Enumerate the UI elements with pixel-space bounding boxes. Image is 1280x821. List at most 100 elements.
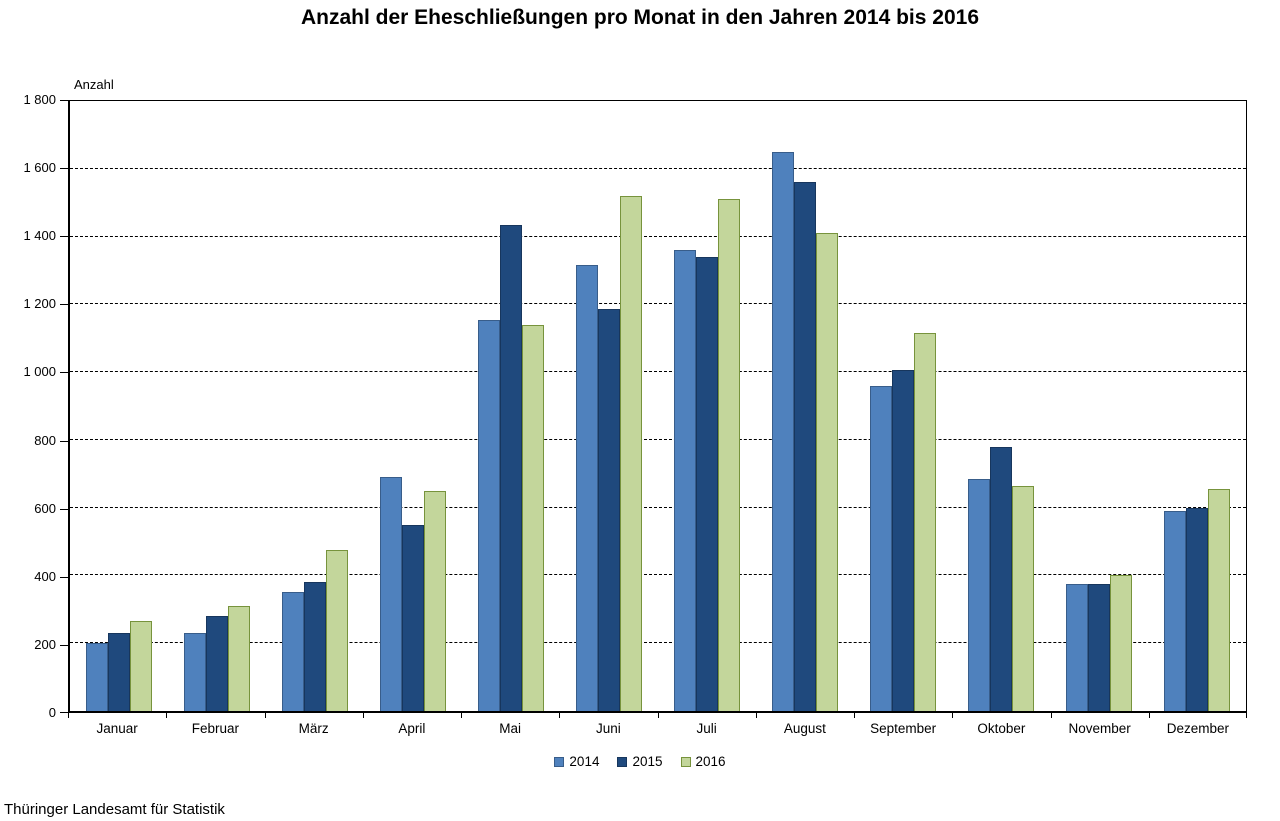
y-tick-label-1600: 1 600	[23, 160, 56, 176]
bars-layer	[70, 101, 1246, 711]
bar-2015-august	[794, 182, 816, 711]
y-tick-label-200: 200	[34, 636, 56, 652]
y-tick-mark-1200	[60, 304, 68, 306]
bar-2016-november	[1110, 575, 1132, 711]
y-tick-mark-400	[60, 576, 68, 578]
bar-group-april	[364, 101, 462, 711]
source-attribution: Thüringer Landesamt für Statistik	[4, 801, 225, 818]
bar-group-oktober	[952, 101, 1050, 711]
bar-2014-juni	[576, 265, 598, 711]
bar-2016-dezember	[1208, 489, 1230, 711]
x-tick-mark-4	[461, 713, 462, 718]
gridline-400	[70, 574, 1246, 576]
y-tick-mark-800	[60, 440, 68, 442]
x-label-oktober: Oktober	[977, 721, 1026, 736]
x-tick-mark-11	[1149, 713, 1150, 718]
y-tick-label-1400: 1 400	[23, 228, 56, 244]
x-label-märz: März	[298, 721, 329, 736]
legend-item-2015: 2015	[617, 754, 663, 769]
bar-group-september	[854, 101, 952, 711]
bar-group-januar	[70, 101, 168, 711]
y-tick-mark-1400	[60, 236, 68, 238]
gridline-800	[70, 438, 1246, 440]
bar-group-februar	[168, 101, 266, 711]
bar-2016-mai	[522, 324, 544, 711]
x-label-dezember: Dezember	[1166, 721, 1230, 736]
y-tick-label-1000: 1 000	[23, 364, 56, 380]
y-tick-mark-1600	[60, 168, 68, 170]
x-tick-mark-2	[265, 713, 266, 718]
chart-title: Anzahl der Eheschließungen pro Monat in …	[300, 6, 979, 29]
bar-2016-september	[914, 333, 936, 711]
x-label-juli: Juli	[696, 721, 717, 736]
y-axis-tick-marks	[60, 100, 68, 713]
bar-2015-juli	[696, 256, 718, 711]
x-tick-mark-10	[1051, 713, 1052, 718]
x-tick-mark-0	[68, 713, 69, 718]
x-label-april: April	[398, 721, 426, 736]
y-tick-mark-1800	[60, 100, 68, 101]
bar-group-juli	[658, 101, 756, 711]
bar-2014-dezember	[1164, 511, 1186, 711]
bar-2015-april	[402, 524, 424, 711]
y-axis-tick-labels: 0 200 400 600 800 1 000 1 200 1 400 1 600 1 800	[0, 92, 56, 720]
bar-2015-februar	[206, 616, 228, 711]
x-label-januar: Januar	[96, 721, 138, 736]
x-tick-mark-8	[854, 713, 855, 718]
bar-2014-juli	[674, 250, 696, 711]
bar-2016-märz	[326, 550, 348, 711]
x-tick-mark-5	[559, 713, 560, 718]
y-tick-label-1800: 1 800	[23, 92, 56, 107]
bar-2015-november	[1088, 583, 1110, 711]
bar-2016-august	[816, 233, 838, 711]
legend-swatch-2014	[554, 756, 565, 767]
legend-swatch-2015	[617, 756, 628, 767]
x-tick-mark-9	[952, 713, 953, 718]
bar-2016-februar	[228, 605, 250, 711]
bar-2014-märz	[282, 592, 304, 711]
gridline-1000	[70, 371, 1246, 373]
bar-2015-januar	[108, 633, 130, 711]
gridline-1600	[70, 167, 1246, 169]
bar-2015-dezember	[1186, 507, 1208, 711]
bar-2014-februar	[184, 633, 206, 711]
gridline-1200	[70, 303, 1246, 305]
x-label-februar: Februar	[191, 721, 240, 736]
x-tick-mark-12	[1246, 713, 1247, 718]
y-tick-mark-600	[60, 508, 68, 510]
gridline-600	[70, 506, 1246, 508]
y-axis-title: Anzahl	[74, 77, 114, 92]
legend-swatch-2016	[680, 756, 691, 767]
y-tick-label-400: 400	[34, 568, 56, 584]
gridline-200	[70, 642, 1246, 644]
bar-2015-oktober	[990, 446, 1012, 711]
bar-2015-mai	[500, 224, 522, 711]
x-label-mai: Mai	[499, 721, 521, 736]
bar-2014-april	[380, 477, 402, 711]
plot-area	[68, 100, 1247, 713]
legend: 2014 2015 2016	[0, 754, 1280, 769]
y-tick-label-800: 800	[34, 432, 56, 448]
bar-group-august	[756, 101, 854, 711]
legend-item-2016: 2016	[680, 754, 726, 769]
bar-2015-september	[892, 370, 914, 711]
x-tick-mark-1	[166, 713, 167, 718]
bar-2015-juni	[598, 309, 620, 711]
bar-2016-januar	[130, 621, 152, 711]
x-tick-mark-7	[756, 713, 757, 718]
bar-2016-oktober	[1012, 485, 1034, 711]
x-axis-labels: Januar Februar März April Mai Juni Juli August S…	[68, 721, 1247, 736]
bar-2016-juni	[620, 195, 642, 711]
bar-2014-oktober	[968, 478, 990, 711]
y-tick-label-600: 600	[34, 500, 56, 516]
legend-item-2014: 2014	[554, 754, 599, 769]
x-label-juni: Juni	[595, 721, 621, 736]
bar-group-november	[1050, 101, 1148, 711]
bar-2014-januar	[86, 643, 108, 711]
x-label-august: August	[783, 721, 826, 736]
x-label-november: November	[1068, 721, 1131, 736]
y-tick-mark-200	[60, 644, 68, 646]
x-tick-mark-6	[658, 713, 659, 718]
y-tick-label-1200: 1 200	[23, 296, 56, 312]
bar-2014-august	[772, 151, 794, 711]
